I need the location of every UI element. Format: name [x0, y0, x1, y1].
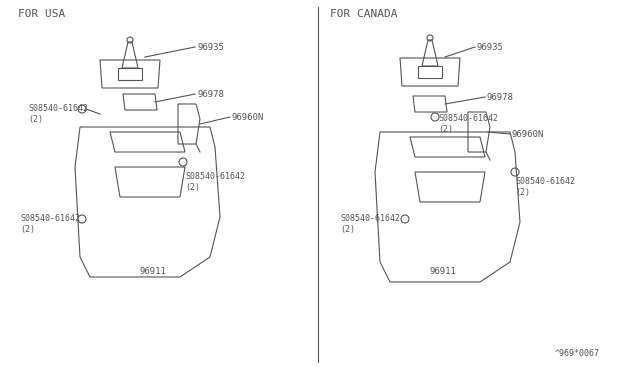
Text: ^969*0067: ^969*0067 [555, 350, 600, 359]
Text: S08540-61642
(2): S08540-61642 (2) [28, 104, 88, 124]
Text: S08540-61642
(2): S08540-61642 (2) [20, 214, 80, 234]
Text: S08540-61642
(2): S08540-61642 (2) [438, 114, 498, 134]
Text: FOR CANADA: FOR CANADA [330, 9, 397, 19]
Text: FOR USA: FOR USA [18, 9, 65, 19]
Text: 96935: 96935 [197, 42, 224, 51]
Text: 96960N: 96960N [232, 112, 264, 122]
Text: S08540-61642
(2): S08540-61642 (2) [515, 177, 575, 197]
Text: 96960N: 96960N [512, 129, 544, 138]
Text: S08540-61642
(2): S08540-61642 (2) [185, 172, 245, 192]
Text: 96911: 96911 [430, 267, 457, 276]
Text: S08540-61642
(2): S08540-61642 (2) [340, 214, 400, 234]
Text: 96911: 96911 [140, 267, 167, 276]
Text: 96978: 96978 [487, 93, 514, 102]
Text: 96935: 96935 [477, 42, 504, 51]
Text: 96978: 96978 [197, 90, 224, 99]
